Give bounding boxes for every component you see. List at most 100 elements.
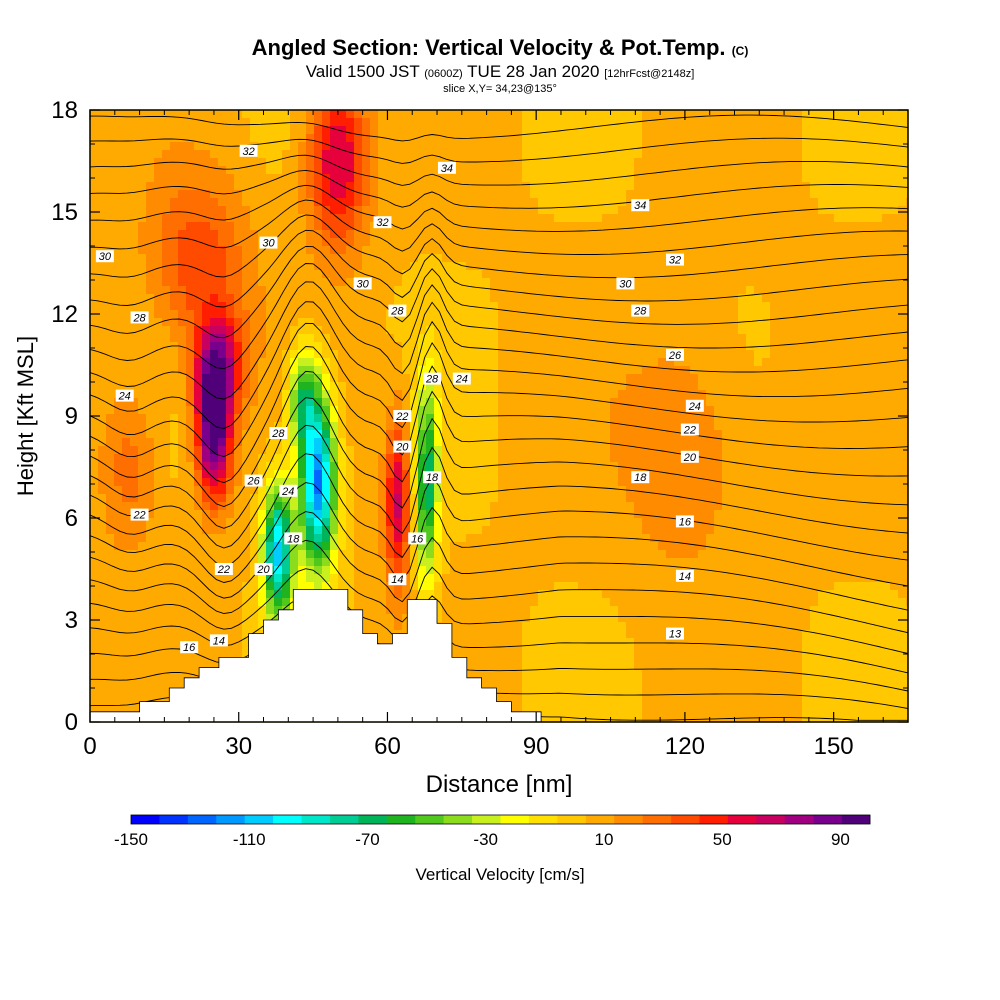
velocity-cell <box>666 398 675 407</box>
velocity-cell <box>298 214 307 223</box>
velocity-cell <box>466 270 475 279</box>
velocity-cell <box>810 486 819 495</box>
velocity-cell <box>338 158 347 167</box>
velocity-cell <box>410 486 419 495</box>
velocity-cell <box>858 398 867 407</box>
velocity-cell <box>434 270 443 279</box>
velocity-cell <box>858 358 867 367</box>
velocity-cell <box>706 430 715 439</box>
velocity-cell <box>562 134 571 143</box>
velocity-cell <box>562 310 571 319</box>
velocity-cell <box>250 166 259 175</box>
velocity-cell <box>346 478 355 487</box>
velocity-cell <box>258 286 267 295</box>
velocity-cell <box>642 326 651 335</box>
velocity-cell <box>586 118 595 127</box>
velocity-cell <box>322 278 331 287</box>
velocity-cell <box>578 438 587 447</box>
velocity-cell <box>562 422 571 431</box>
velocity-cell <box>386 430 395 439</box>
velocity-cell <box>210 374 219 383</box>
velocity-cell <box>546 454 555 463</box>
velocity-cell <box>186 462 195 471</box>
velocity-cell <box>338 310 347 319</box>
velocity-cell <box>650 262 659 271</box>
velocity-cell <box>850 446 859 455</box>
velocity-cell <box>314 126 323 135</box>
velocity-cell <box>130 422 139 431</box>
velocity-cell <box>146 470 155 479</box>
velocity-cell <box>890 126 899 135</box>
velocity-cell <box>538 238 547 247</box>
velocity-cell <box>450 230 459 239</box>
velocity-cell <box>818 406 827 415</box>
velocity-cell <box>602 478 611 487</box>
velocity-cell <box>450 150 459 159</box>
velocity-cell <box>210 478 219 487</box>
velocity-cell <box>274 486 283 495</box>
velocity-cell <box>770 142 779 151</box>
velocity-cell <box>98 134 107 143</box>
velocity-cell <box>202 198 211 207</box>
velocity-cell <box>634 294 643 303</box>
velocity-cell <box>370 446 379 455</box>
velocity-cell <box>442 230 451 239</box>
velocity-cell <box>154 366 163 375</box>
velocity-cell <box>890 390 899 399</box>
velocity-cell <box>154 326 163 335</box>
velocity-cell <box>834 326 843 335</box>
velocity-cell <box>434 110 443 119</box>
velocity-cell <box>162 190 171 199</box>
velocity-cell <box>362 262 371 271</box>
velocity-cell <box>402 478 411 487</box>
velocity-cell <box>290 438 299 447</box>
velocity-cell <box>194 494 203 503</box>
velocity-cell <box>90 142 99 151</box>
velocity-cell <box>858 262 867 271</box>
velocity-cell <box>434 254 443 263</box>
velocity-cell <box>674 422 683 431</box>
velocity-cell <box>242 326 251 335</box>
velocity-cell <box>402 270 411 279</box>
velocity-cell <box>594 198 603 207</box>
velocity-cell <box>378 406 387 415</box>
velocity-cell <box>338 326 347 335</box>
velocity-cell <box>234 310 243 319</box>
velocity-cell <box>482 302 491 311</box>
velocity-cell <box>594 118 603 127</box>
velocity-cell <box>882 302 891 311</box>
velocity-cell <box>314 198 323 207</box>
velocity-cell <box>498 478 507 487</box>
velocity-cell <box>738 486 747 495</box>
velocity-cell <box>850 454 859 463</box>
velocity-cell <box>274 334 283 343</box>
velocity-cell <box>714 262 723 271</box>
velocity-cell <box>274 118 283 127</box>
velocity-cell <box>642 366 651 375</box>
velocity-cell <box>722 198 731 207</box>
velocity-cell <box>274 414 283 423</box>
velocity-cell <box>90 222 99 231</box>
velocity-cell <box>146 430 155 439</box>
velocity-cell <box>98 422 107 431</box>
velocity-cell <box>402 118 411 127</box>
velocity-cell <box>634 150 643 159</box>
velocity-cell <box>306 334 315 343</box>
velocity-cell <box>634 334 643 343</box>
velocity-cell <box>722 374 731 383</box>
velocity-cell <box>890 238 899 247</box>
velocity-cell <box>730 118 739 127</box>
velocity-cell <box>346 198 355 207</box>
velocity-cell <box>194 278 203 287</box>
velocity-cell <box>626 462 635 471</box>
velocity-cell <box>786 398 795 407</box>
velocity-cell <box>754 126 763 135</box>
velocity-cell <box>186 126 195 135</box>
velocity-cell <box>114 206 123 215</box>
velocity-cell <box>298 318 307 327</box>
velocity-cell <box>842 246 851 255</box>
velocity-cell <box>322 318 331 327</box>
velocity-cell <box>370 158 379 167</box>
velocity-cell <box>218 454 227 463</box>
velocity-cell <box>162 230 171 239</box>
